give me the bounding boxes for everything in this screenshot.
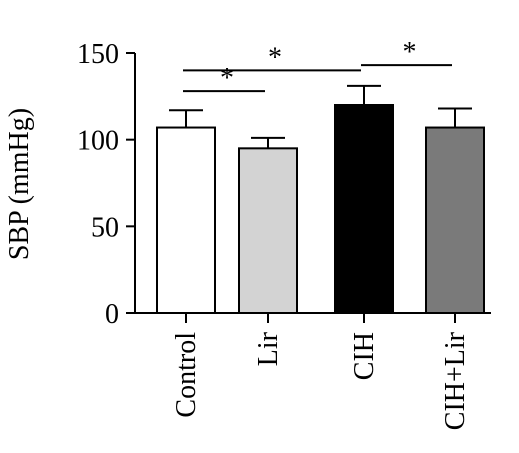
axes: 0 50 100 150 Control Lir CIH CIH+Lir [77, 39, 491, 430]
y-tick-label: 50 [91, 212, 119, 243]
y-tick-label: 100 [77, 126, 119, 157]
bar [238, 147, 298, 314]
significance-markers: * * * [183, 37, 452, 94]
significance-label: * [268, 42, 282, 73]
x-tick-label: CIH+Lir [440, 331, 471, 430]
y-tick-label: 0 [105, 299, 119, 330]
significance-label: * [220, 63, 234, 94]
x-tick-label: CIH [349, 332, 380, 380]
y-tick-label: 150 [77, 39, 119, 70]
bar [425, 126, 485, 314]
y-axis-label: SBP (mmHg) [4, 108, 35, 260]
x-tick-label: Lir [253, 331, 284, 366]
significance-label: * [403, 37, 417, 68]
bar [334, 104, 394, 314]
x-tick-label: Control [171, 332, 202, 418]
bar [156, 126, 216, 314]
bars [156, 84, 485, 314]
